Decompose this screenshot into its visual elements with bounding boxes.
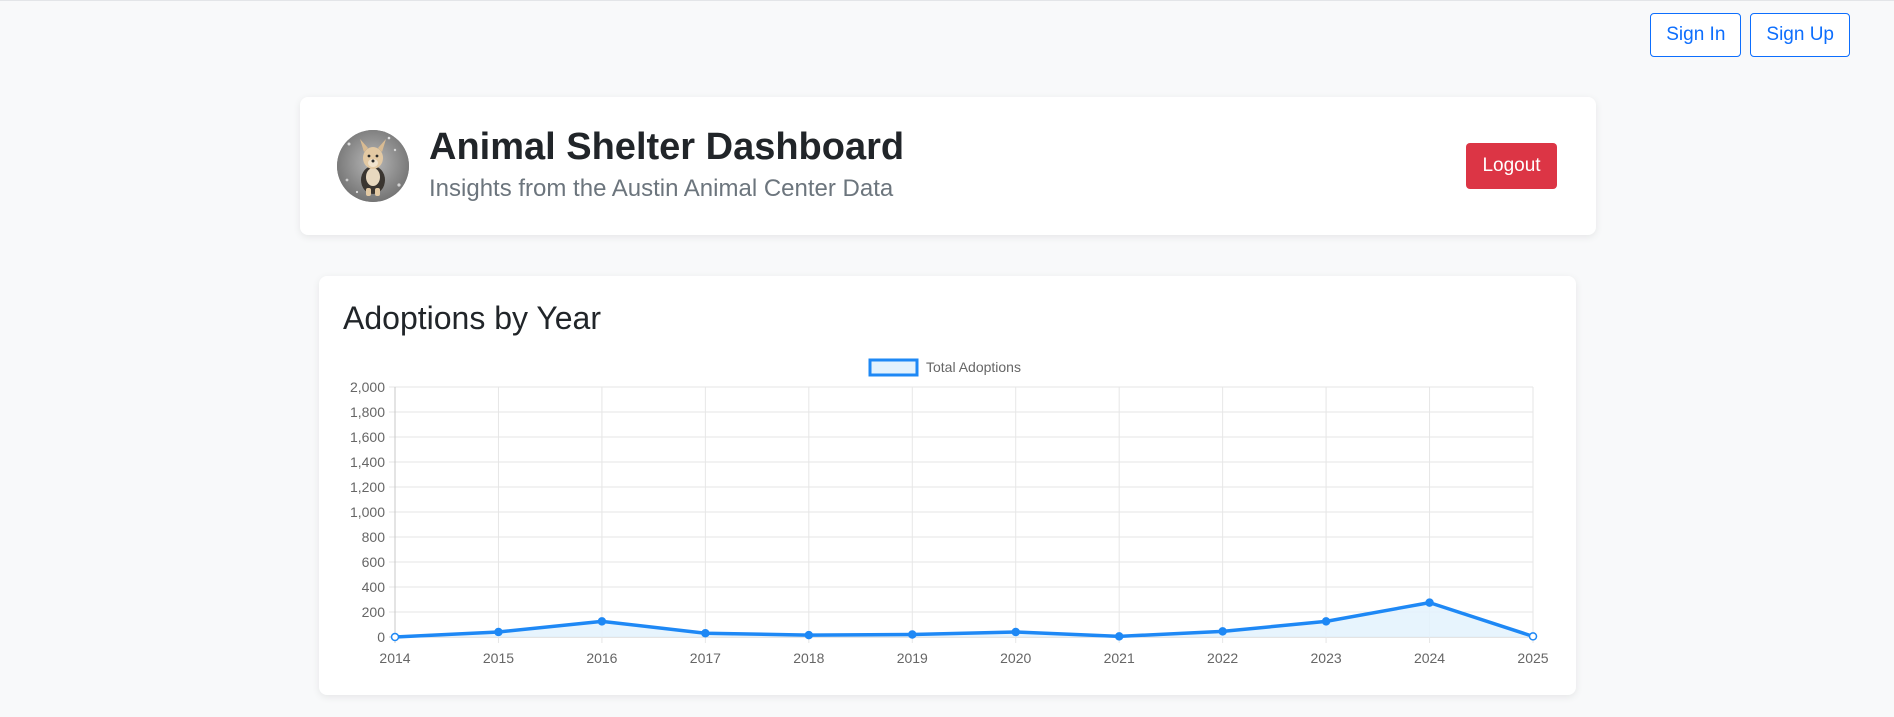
x-tick-label: 2014 bbox=[379, 650, 410, 666]
y-tick-label: 1,600 bbox=[350, 429, 385, 445]
legend-label: Total Adoptions bbox=[926, 359, 1021, 375]
y-tick-label: 1,000 bbox=[350, 504, 385, 520]
x-tick-label: 2018 bbox=[793, 650, 824, 666]
y-tick-label: 1,400 bbox=[350, 454, 385, 470]
y-tick-label: 600 bbox=[362, 554, 386, 570]
data-point bbox=[597, 617, 607, 626]
x-tick-label: 2015 bbox=[483, 650, 514, 666]
sign-in-button[interactable]: Sign In bbox=[1650, 13, 1742, 57]
legend-swatch bbox=[868, 358, 919, 377]
dog-photo-icon bbox=[337, 130, 409, 202]
y-tick-label: 1,200 bbox=[350, 479, 385, 495]
logout-button[interactable]: Logout bbox=[1466, 143, 1557, 189]
x-tick-label: 2025 bbox=[1517, 650, 1548, 666]
data-point bbox=[908, 630, 917, 639]
sign-up-button[interactable]: Sign Up bbox=[1750, 13, 1850, 57]
y-tick-label: 200 bbox=[362, 604, 386, 620]
x-tick-label: 2019 bbox=[897, 650, 928, 666]
data-point bbox=[1114, 632, 1124, 641]
x-tick-label: 2020 bbox=[1000, 650, 1031, 666]
header-card: Animal Shelter Dashboard Insights from t… bbox=[300, 97, 1596, 235]
adoptions-line-chart: 2,000 1,800 1,600 1,400 1,200 1,000 800 600 400 2… bbox=[350, 358, 1549, 666]
y-tick-label: 1,800 bbox=[350, 404, 385, 420]
x-tick-label: 2016 bbox=[586, 650, 617, 666]
y-tick-label: 800 bbox=[362, 529, 386, 545]
x-tick-label: 2022 bbox=[1207, 650, 1238, 666]
data-point bbox=[1528, 632, 1538, 641]
data-point bbox=[390, 632, 400, 642]
chart-title: Adoptions by Year bbox=[343, 300, 601, 336]
data-point bbox=[701, 629, 710, 638]
data-point bbox=[804, 630, 814, 640]
data-point bbox=[494, 627, 503, 637]
auth-buttons: Sign In Sign Up bbox=[1650, 13, 1850, 57]
x-tick-label: 2023 bbox=[1311, 650, 1342, 666]
adoptions-chart-card: Adoptions by Year 2,000 1,800 1,600 1,400 1,… bbox=[319, 276, 1576, 695]
data-point bbox=[1425, 598, 1434, 607]
page-subtitle: Insights from the Austin Animal Center D… bbox=[429, 175, 894, 202]
series-line bbox=[394, 600, 1534, 639]
y-tick-label: 0 bbox=[377, 629, 385, 645]
data-point bbox=[1218, 627, 1227, 636]
x-tick-label: 2024 bbox=[1414, 650, 1445, 666]
dog-avatar bbox=[337, 130, 409, 202]
data-point bbox=[1321, 617, 1331, 626]
x-tick-label: 2021 bbox=[1104, 650, 1135, 666]
y-tick-label: 400 bbox=[362, 579, 386, 595]
x-tick-label: 2017 bbox=[690, 650, 721, 666]
data-point bbox=[1011, 627, 1020, 637]
y-tick-label: 2,000 bbox=[350, 379, 385, 395]
page-title: Animal Shelter Dashboard bbox=[429, 126, 905, 168]
